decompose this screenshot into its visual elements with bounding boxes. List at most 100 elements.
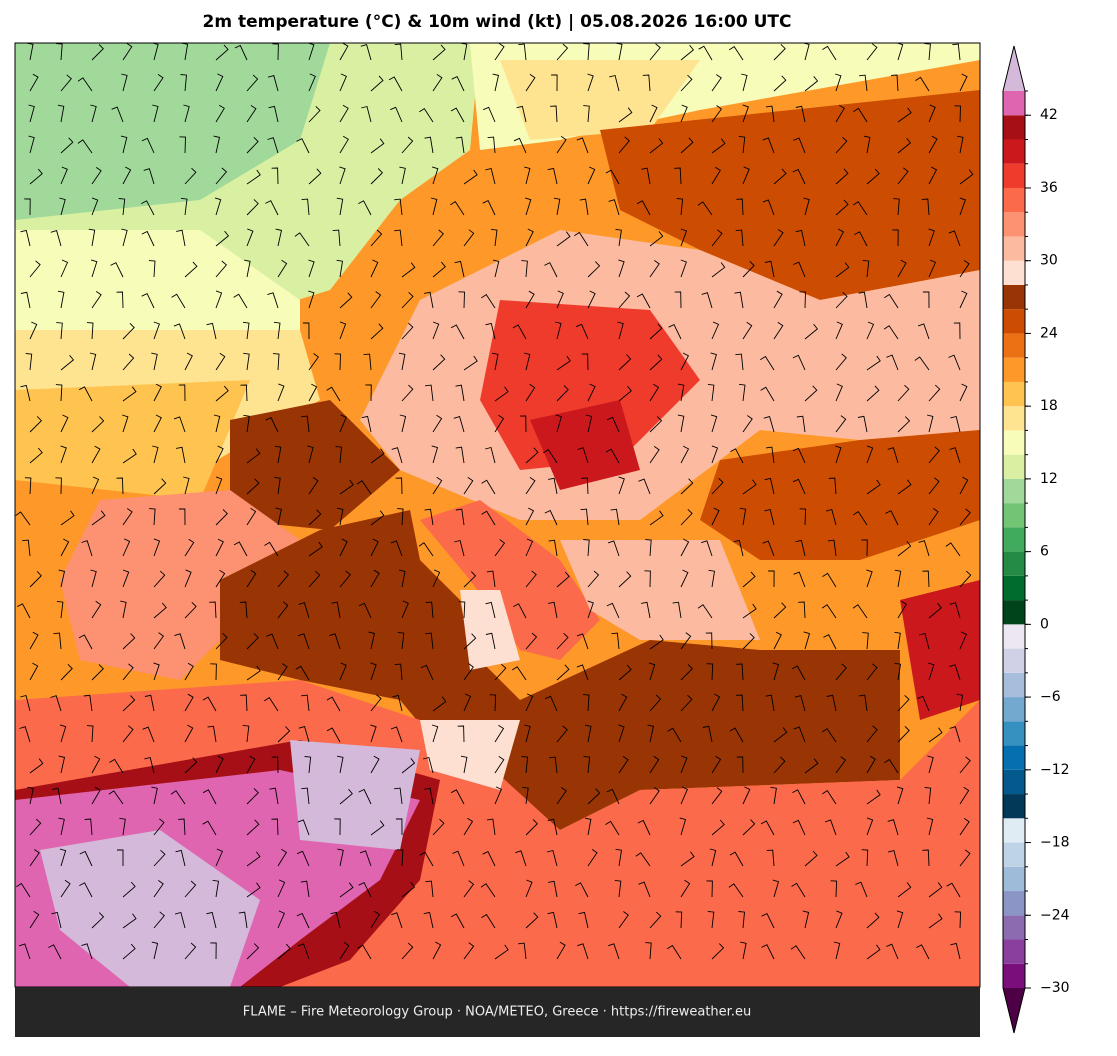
wind-barb bbox=[667, 944, 682, 960]
wind-barb bbox=[649, 694, 662, 712]
wind-barb bbox=[56, 600, 64, 619]
wind-barb bbox=[585, 724, 592, 743]
wind-barb bbox=[463, 571, 477, 588]
wind-barb bbox=[792, 447, 806, 464]
wind-barb bbox=[680, 352, 690, 371]
wind-barb bbox=[764, 260, 775, 278]
wind-barb bbox=[452, 850, 465, 867]
wind-barb bbox=[954, 911, 962, 929]
wind-barb bbox=[886, 943, 899, 960]
wind-barb bbox=[635, 852, 651, 867]
wind-barb bbox=[246, 882, 261, 898]
wind-barb bbox=[959, 849, 971, 867]
wind-barb bbox=[463, 633, 477, 650]
wind-barb bbox=[246, 105, 257, 123]
colorbar-segment bbox=[1003, 697, 1025, 722]
wind-barb bbox=[215, 352, 226, 371]
wind-barb bbox=[835, 228, 845, 247]
wind-barb bbox=[180, 197, 188, 216]
wind-barb bbox=[171, 293, 186, 309]
wind-barb bbox=[855, 881, 868, 898]
wind-barb bbox=[184, 538, 195, 557]
wind-barb bbox=[265, 200, 279, 216]
wind-barb bbox=[928, 135, 938, 154]
wind-barb bbox=[616, 43, 623, 61]
wind-barb bbox=[246, 478, 260, 495]
wind-barb bbox=[151, 941, 159, 960]
wind-barb bbox=[859, 74, 868, 92]
wind-barb bbox=[485, 167, 496, 185]
wind-barb bbox=[926, 817, 934, 836]
wind-barb bbox=[57, 290, 65, 309]
wind-barb bbox=[697, 604, 713, 619]
wind-barb bbox=[401, 600, 409, 619]
wind-barb bbox=[742, 479, 757, 495]
wind-barb bbox=[525, 507, 535, 526]
colorbar-tick-label: −24 bbox=[1040, 907, 1070, 923]
wind-barb bbox=[772, 662, 780, 681]
wind-barb bbox=[649, 755, 660, 774]
wind-barb bbox=[649, 260, 660, 278]
wind-barb bbox=[55, 384, 63, 402]
wind-barb bbox=[959, 786, 970, 805]
wind-barb bbox=[359, 850, 372, 867]
wind-barb bbox=[959, 290, 968, 309]
wind-barb bbox=[618, 756, 629, 774]
wind-barb bbox=[184, 352, 193, 371]
wind-barb bbox=[793, 137, 806, 154]
wind-barb bbox=[455, 136, 465, 154]
wind-barb bbox=[424, 291, 434, 309]
wind-barb bbox=[707, 383, 715, 402]
wind-barb bbox=[27, 43, 34, 61]
colorbar-tick-label: 6 bbox=[1040, 544, 1049, 560]
wind-barb bbox=[884, 293, 899, 309]
wind-barb bbox=[122, 386, 137, 402]
wind-barb bbox=[576, 664, 589, 681]
wind-barb bbox=[738, 383, 746, 402]
wind-barb bbox=[55, 477, 62, 495]
wind-barb bbox=[708, 569, 716, 588]
wind-barb bbox=[277, 601, 289, 619]
wind-barb bbox=[141, 200, 155, 216]
wind-barb bbox=[583, 756, 591, 774]
wind-barb bbox=[60, 137, 74, 154]
wind-barb bbox=[702, 725, 713, 743]
wind-barb bbox=[16, 603, 31, 619]
colorbar-segment bbox=[1003, 963, 1025, 988]
colorbar-segment bbox=[1003, 939, 1025, 964]
wind-barb bbox=[523, 352, 531, 371]
wind-barb bbox=[587, 383, 596, 402]
wind-barb bbox=[649, 634, 664, 650]
wind-barb bbox=[804, 758, 819, 774]
wind-barb bbox=[339, 166, 346, 185]
wind-barb bbox=[450, 913, 465, 929]
wind-barb bbox=[246, 943, 260, 960]
wind-barb bbox=[525, 693, 534, 712]
wind-barb bbox=[762, 540, 775, 557]
wind-barb bbox=[267, 75, 279, 92]
wind-barb bbox=[736, 198, 744, 216]
wind-barb bbox=[679, 817, 687, 836]
wind-barb bbox=[835, 136, 848, 154]
wind-barb bbox=[329, 633, 341, 650]
wind-barb bbox=[401, 758, 416, 774]
wind-barb bbox=[58, 569, 66, 588]
wind-barb bbox=[792, 168, 806, 185]
wind-barb bbox=[649, 510, 664, 526]
wind-barb bbox=[432, 414, 443, 433]
wind-barb bbox=[835, 168, 849, 185]
wind-barb bbox=[680, 137, 694, 154]
wind-barb bbox=[886, 354, 899, 371]
colorbar-segment bbox=[1003, 454, 1025, 479]
wind-barb bbox=[29, 631, 39, 650]
wind-barb bbox=[460, 43, 468, 61]
wind-barb bbox=[549, 756, 558, 774]
wind-barb bbox=[821, 728, 837, 743]
wind-barb bbox=[246, 74, 259, 92]
wind-barb bbox=[294, 232, 310, 247]
wind-barb bbox=[959, 260, 970, 278]
wind-barb bbox=[642, 74, 651, 92]
wind-barb bbox=[370, 538, 379, 557]
wind-barb bbox=[578, 911, 589, 929]
wind-barb bbox=[370, 820, 385, 836]
